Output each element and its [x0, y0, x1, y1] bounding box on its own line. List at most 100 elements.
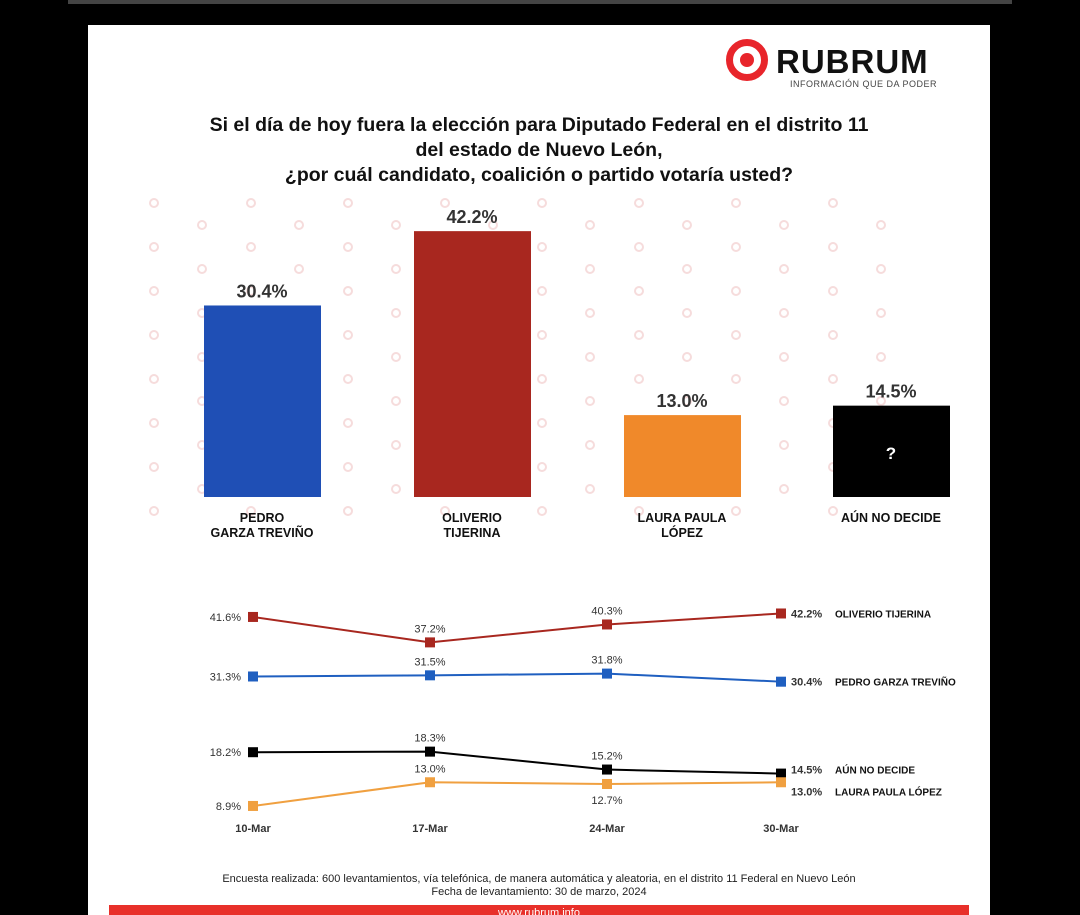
- watermark-icon: [828, 198, 838, 208]
- watermark-icon: [197, 220, 207, 230]
- website-link[interactable]: www.rubrum.info: [498, 907, 580, 915]
- data-label: 31.5%: [414, 656, 445, 668]
- watermark-icon: [828, 286, 838, 296]
- watermark-icon: [634, 198, 644, 208]
- watermark-icon: [682, 308, 692, 318]
- methodology-text: Encuesta realizada: 600 levantamientos, …: [222, 873, 856, 885]
- data-point: [602, 778, 612, 789]
- x-tick-label: 24-Mar: [589, 823, 625, 835]
- watermark-icon: [343, 462, 353, 472]
- watermark-icon: [391, 440, 401, 450]
- watermark-icon: [149, 286, 159, 296]
- watermark-icon: [391, 264, 401, 274]
- watermark-icon: [294, 220, 304, 230]
- watermark-icon: [149, 242, 159, 252]
- data-point: [776, 768, 786, 779]
- watermark-icon: [876, 396, 886, 406]
- x-tick-label: 10-Mar: [235, 823, 271, 835]
- data-point: [425, 746, 435, 757]
- bar: [414, 231, 531, 497]
- watermark-icon: [585, 264, 595, 274]
- watermark-icon: [149, 330, 159, 340]
- watermark-icon: [585, 220, 595, 230]
- data-point: [425, 777, 435, 788]
- data-label: 40.3%: [591, 605, 622, 617]
- question-mark-icon: ?: [886, 444, 896, 463]
- data-point: [248, 747, 258, 758]
- watermark-icon: [537, 242, 547, 252]
- series-name-label: LAURA PAULA LÓPEZ: [835, 785, 942, 798]
- watermark-icon: [294, 264, 304, 274]
- rubrum-logo: RUBRUM INFORMACIÓN QUE DA PODER: [726, 37, 966, 97]
- data-point: [602, 619, 612, 630]
- watermark-icon: [391, 308, 401, 318]
- watermark-icon: [779, 396, 789, 406]
- data-label: 41.6%: [210, 612, 241, 624]
- watermark-icon: [634, 286, 644, 296]
- watermark-icon: [876, 220, 886, 230]
- watermark-icon: [440, 198, 450, 208]
- data-point: [425, 670, 435, 681]
- series-name-label: AÚN NO DECIDE: [835, 764, 915, 777]
- title-line: Si el día de hoy fuera la elección para …: [209, 114, 869, 136]
- watermark-icon: [537, 506, 547, 516]
- data-label: 12.7%: [591, 795, 622, 807]
- watermark-icon: [585, 396, 595, 406]
- title-line: ¿por cuál candidato, coalición o partido…: [284, 164, 794, 186]
- survey-note: Encuesta realizada: 600 levantamientos, …: [88, 873, 990, 899]
- x-tick-label: 17-Mar: [412, 823, 448, 835]
- data-point: [602, 668, 612, 679]
- watermark-icon: [246, 286, 256, 296]
- survey-date: Fecha de levantamiento: 30 de marzo, 202…: [431, 886, 647, 898]
- watermark-icon: [149, 506, 159, 516]
- series-name-label: OLIVERIO TIJERINA: [835, 609, 931, 620]
- bar-category-label: AÚN NO DECIDE: [841, 510, 941, 525]
- watermark-icon: [828, 330, 838, 340]
- watermark-icon: [828, 242, 838, 252]
- watermark-icon: [682, 396, 692, 406]
- watermark-icon: [779, 440, 789, 450]
- watermark-icon: [634, 330, 644, 340]
- unknown-person-icon: [876, 438, 906, 468]
- watermark-icon: [391, 220, 401, 230]
- watermark-icon: [585, 308, 595, 318]
- watermark-icon: [634, 374, 644, 384]
- data-point: [602, 764, 612, 775]
- series-line: [252, 612, 782, 644]
- bar-value-label: 42.2%: [446, 207, 497, 227]
- watermark-icon: [731, 242, 741, 252]
- watermark-icon: [343, 286, 353, 296]
- data-label: 15.2%: [591, 751, 622, 763]
- bar-value-label: 13.0%: [656, 391, 707, 411]
- watermark-icon: [537, 286, 547, 296]
- watermark-icon: [779, 308, 789, 318]
- watermark-icon: [246, 506, 256, 516]
- watermark-icon: [682, 220, 692, 230]
- watermark-icon: [731, 198, 741, 208]
- watermark-icon: [343, 242, 353, 252]
- bar: [204, 305, 321, 497]
- data-point: [248, 800, 258, 811]
- series-line: [252, 781, 782, 807]
- data-label: 42.2%: [791, 608, 822, 620]
- data-label: 30.4%: [791, 677, 822, 689]
- target-icon: [726, 39, 768, 81]
- bar: [624, 415, 741, 497]
- data-label: 18.3%: [414, 733, 445, 745]
- bar-value-label: 14.5%: [865, 382, 916, 402]
- watermark-icon: [343, 330, 353, 340]
- data-label: 8.9%: [216, 801, 241, 813]
- watermark-icon: [682, 264, 692, 274]
- watermark-icon: [197, 264, 207, 274]
- data-label: 14.5%: [791, 765, 822, 777]
- title-line: del estado de Nuevo León,: [415, 139, 663, 161]
- watermark-icon: [876, 308, 886, 318]
- watermark-icon: [391, 484, 401, 494]
- chart-title: Si el día de hoy fuera la elección para …: [88, 113, 990, 188]
- watermark-icon: [828, 506, 838, 516]
- watermark-icon: [731, 330, 741, 340]
- data-point: [776, 676, 786, 687]
- watermark-icon: [488, 220, 498, 230]
- watermark-icon: [731, 286, 741, 296]
